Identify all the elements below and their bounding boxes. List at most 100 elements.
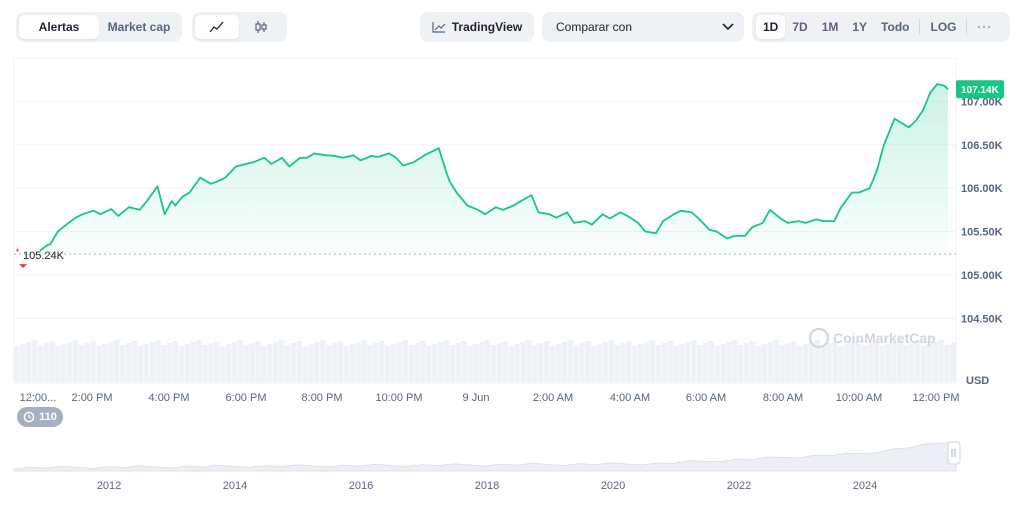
- x-tick-label: 12:00 PM: [912, 392, 959, 404]
- volume-bar: [920, 346, 927, 382]
- volume-bar: [649, 340, 656, 382]
- coinmarketcap-logo-icon: [808, 327, 830, 349]
- volume-bar: [897, 340, 903, 382]
- volume-bar: [767, 342, 773, 382]
- range-7d[interactable]: 7D: [792, 20, 808, 34]
- more-icon: [978, 25, 991, 29]
- candlestick-icon: [255, 21, 267, 33]
- volume-bar: [155, 340, 161, 382]
- events-badge[interactable]: 110: [17, 407, 63, 427]
- range-all[interactable]: Todo: [881, 20, 910, 34]
- line-chart-button[interactable]: [195, 15, 239, 39]
- x-tick-label: 8:00 PM: [302, 392, 343, 404]
- volume-bar: [691, 340, 697, 382]
- volume-bar: [467, 346, 473, 382]
- volume-bar: [861, 345, 868, 382]
- compare-select[interactable]: Comparar con: [542, 12, 744, 42]
- volume-bar: [137, 346, 144, 382]
- x-tick-label: 10:00 PM: [375, 392, 422, 404]
- volume-bar: [255, 341, 261, 382]
- volume-bar: [926, 344, 932, 382]
- navigator-handle[interactable]: [947, 441, 961, 465]
- volume-bar: [543, 341, 550, 382]
- volume-bar: [526, 340, 532, 382]
- volume-bar: [278, 340, 285, 382]
- volume-bar: [114, 340, 120, 382]
- volume-bar: [43, 343, 49, 382]
- volume-bar: [520, 342, 526, 382]
- down-arrow-icon: [19, 264, 27, 269]
- navigator-tick-label: 2016: [349, 480, 373, 492]
- volume-bar: [143, 344, 149, 382]
- volume-bar: [508, 346, 514, 382]
- volume-bar: [744, 343, 750, 382]
- volume-bar: [850, 342, 856, 382]
- volume-bar: [379, 341, 385, 382]
- watermark: CoinMarketCap: [808, 327, 936, 349]
- watermark-text: CoinMarketCap: [833, 330, 936, 346]
- alerts-button[interactable]: Alertas: [19, 15, 99, 39]
- volume-bar: [749, 341, 756, 382]
- volume-bar: [867, 343, 874, 382]
- volume-bar: [249, 343, 255, 382]
- y-tick-label: 104.50K: [961, 313, 1003, 325]
- volume-bar: [225, 344, 232, 382]
- volume-bar: [903, 345, 909, 382]
- volume-bar: [61, 344, 67, 382]
- volume-bar: [149, 342, 155, 382]
- volume-bar: [932, 342, 938, 382]
- volume-bar: [296, 341, 302, 382]
- volume-bar: [231, 342, 238, 382]
- range-divider: [966, 19, 968, 35]
- more-button[interactable]: [970, 15, 998, 39]
- volume-bar: [355, 342, 361, 382]
- volume-bar: [437, 342, 444, 382]
- volume-bar: [755, 346, 762, 382]
- range-1y[interactable]: 1Y: [852, 20, 868, 34]
- volume-bar: [343, 346, 350, 382]
- volume-bar: [944, 345, 950, 382]
- y-axis: 107.00K 106.50K 106.00K 105.50K 105.00K 104.5…: [961, 96, 1003, 325]
- tradingview-button[interactable]: TradingView: [420, 12, 534, 42]
- log-scale-button[interactable]: LOG: [930, 20, 957, 34]
- market-cap-button[interactable]: Market cap: [107, 20, 171, 34]
- navigator-x-axis: 2012 2014 2016 2018 2020 2022 2024: [97, 480, 877, 492]
- volume-bar: [443, 340, 450, 382]
- volume-bar: [879, 346, 885, 382]
- volume-bar: [714, 346, 720, 382]
- navigator-tick-label: 2014: [223, 480, 247, 492]
- volume-bar: [720, 344, 726, 382]
- volume-bar: [655, 345, 662, 382]
- volume-bar: [390, 344, 397, 382]
- volume-bar: [561, 342, 567, 382]
- range-1m[interactable]: 1M: [821, 20, 839, 34]
- volume-bar: [473, 344, 479, 382]
- volume-bar: [485, 340, 491, 382]
- volume-bar: [326, 345, 332, 382]
- volume-bar: [673, 346, 679, 382]
- x-tick-label: 4:00 AM: [610, 392, 650, 404]
- volume-bar: [596, 344, 603, 382]
- volume-bar: [602, 342, 609, 382]
- volume-bar: [537, 343, 544, 382]
- y-tick-label: 107.00K: [961, 96, 1003, 108]
- volume-bar: [461, 341, 467, 382]
- volume-bar: [402, 340, 408, 382]
- volume-bar: [420, 341, 426, 382]
- chart-style-toggle: [192, 12, 287, 42]
- range-selector: 1D 7D 1M 1Y Todo LOG: [752, 12, 1010, 42]
- navigator-tick-label: 2012: [97, 480, 121, 492]
- volume-bar: [479, 342, 485, 382]
- range-1d[interactable]: 1D: [756, 15, 786, 39]
- x-tick-label: 8:00 AM: [763, 392, 803, 404]
- price-area: [40, 84, 948, 255]
- line-chart-icon: [209, 21, 224, 33]
- volume-bar: [549, 346, 556, 382]
- view-toggle: Alertas Market cap: [16, 12, 182, 42]
- volume-bar: [72, 340, 79, 382]
- candlestick-button[interactable]: [239, 15, 283, 39]
- navigator-tick-label: 2024: [853, 480, 877, 492]
- volume-bar: [361, 340, 367, 382]
- volume-bar: [320, 340, 326, 382]
